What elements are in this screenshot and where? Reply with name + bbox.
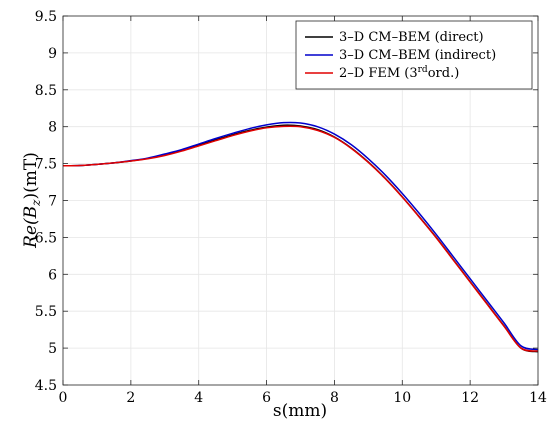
legend-label-indirect: 3–D CM–BEM (indirect) <box>339 48 496 63</box>
x-tick-label: 10 <box>393 390 411 406</box>
y-tick-label: 9.5 <box>35 9 57 25</box>
y-tick-label: 8 <box>48 120 57 136</box>
y-tick-label: 5.5 <box>35 304 57 320</box>
y-tick-label: 6.5 <box>35 230 57 246</box>
y-axis-label-unit: )(mT) <box>21 152 41 199</box>
legend-label-fem: 2–D FEM (3rdord.) <box>339 65 459 81</box>
y-axis-label-subscript: z <box>29 199 43 207</box>
series-layer <box>62 121 539 353</box>
legend-label-fem-sup: rd <box>418 65 428 75</box>
legend-label-fem-pre: 2–D FEM (3 <box>339 66 418 81</box>
y-tick-label: 9 <box>48 46 57 62</box>
x-tick-label: 8 <box>330 390 339 406</box>
x-tick-label: 6 <box>262 390 271 406</box>
legend-label-fem-post: ord.) <box>428 66 460 81</box>
series-line-fem <box>62 125 539 352</box>
y-tick-label: 7 <box>48 194 57 210</box>
y-axis-label-variable: B <box>21 206 41 220</box>
ticks <box>62 15 539 386</box>
x-tick-label: 0 <box>59 390 68 406</box>
legend-label-direct: 3–D CM–BEM (direct) <box>339 30 484 45</box>
y-axis-label-prefix: Re( <box>21 218 41 249</box>
x-tick-label: 14 <box>529 390 547 406</box>
y-tick-label: 6 <box>48 267 57 283</box>
y-tick-label: 5 <box>48 341 57 357</box>
tick-labels: 0 2 4 6 8 10 12 14 4.5 5 5.5 6 6.5 7 7.5 8 8.5 9 9.5 <box>35 9 547 406</box>
x-axis-label: s(mm) <box>273 401 327 421</box>
legend-box <box>295 20 533 90</box>
x-tick-label: 4 <box>194 390 203 406</box>
y-tick-label: 8.5 <box>35 83 57 99</box>
legend: 3–D CM–BEM (direct) 3–D CM–BEM (indirect… <box>295 20 533 90</box>
x-tick-label: 2 <box>126 390 135 406</box>
x-tick-label: 12 <box>461 390 479 406</box>
y-axis-label: Re(Bz)(mT) <box>21 152 43 249</box>
y-tick-label: 4.5 <box>35 378 57 394</box>
y-tick-label: 7.5 <box>35 157 57 173</box>
